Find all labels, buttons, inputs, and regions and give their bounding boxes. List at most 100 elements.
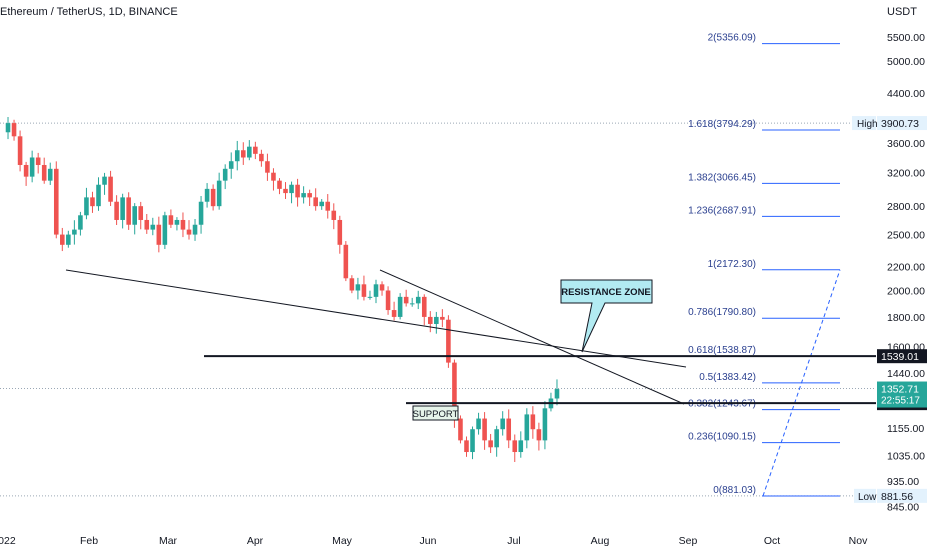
candle-body: [367, 296, 373, 298]
last-price-badge-box: [877, 381, 927, 408]
candle-body: [90, 197, 95, 207]
candle-body: [234, 150, 240, 162]
candle-body: [415, 296, 421, 304]
candle-body: [518, 440, 524, 453]
candle-body: [240, 150, 246, 158]
candle-body: [96, 184, 101, 207]
support-label-text: SUPPORT: [413, 409, 459, 420]
candle-body: [222, 168, 228, 181]
y-tick-label: 935.00: [887, 476, 919, 488]
candle-body: [253, 146, 258, 154]
candle-body: [198, 201, 204, 225]
y-tick-label: 3600.00: [887, 138, 925, 150]
candle-body: [446, 319, 451, 363]
x-tick-label: May: [332, 535, 353, 547]
candle-body: [421, 296, 427, 317]
resistance-trend-line: [379, 269, 685, 405]
candle-body: [180, 219, 186, 230]
candle-body: [500, 418, 505, 430]
candle-body: [277, 180, 282, 189]
x-tick-label: Sep: [679, 535, 698, 547]
candle-body: [186, 229, 192, 235]
candle-body: [379, 284, 385, 291]
candle-body: [385, 290, 391, 311]
candle-body: [524, 414, 530, 441]
candle-body: [482, 418, 487, 441]
fib-level-label: 0(881.03): [713, 485, 756, 496]
candle-body: [216, 180, 222, 207]
candle-body: [283, 188, 288, 194]
candle-body: [349, 278, 355, 291]
chart-title: Ethereum / TetherUS, 1D, BINANCE: [0, 6, 178, 18]
candle-body: [60, 234, 65, 245]
candle-body: [403, 296, 409, 304]
candle-body: [409, 303, 415, 305]
candle-body: [138, 206, 144, 220]
candle-body: [452, 362, 457, 419]
fib-level-label: 0.236(1090.15): [688, 432, 756, 443]
y-tick-label: 2500.00: [887, 230, 925, 242]
resistance-callout-box: [560, 279, 653, 353]
candle-body: [271, 172, 276, 181]
last-price-text: 1352.71: [881, 384, 919, 396]
candle-body: [102, 176, 107, 185]
x-tick-label: Oct: [764, 535, 780, 547]
candle-body: [343, 244, 349, 279]
candle-body: [66, 234, 71, 245]
low-value-badge-text: 881.56: [881, 491, 913, 503]
candle-body: [126, 197, 131, 225]
candle-body: [204, 188, 210, 202]
x-tick-label: Apr: [247, 535, 264, 547]
candle-body: [440, 316, 445, 320]
y-tick-label: 1440.00: [887, 368, 925, 380]
high-tag-text: High: [857, 119, 878, 130]
fib-trend-line: [762, 269, 841, 497]
fib-level-label: 1.236(2687.91): [688, 205, 756, 216]
candle-body: [289, 184, 294, 194]
x-tick-label: Nov: [849, 535, 868, 547]
y-tick-label: 1800.00: [887, 312, 925, 324]
y-tick-label: 2800.00: [887, 201, 925, 213]
y-tick-label: 4400.00: [887, 88, 925, 100]
candle-body: [5, 123, 11, 133]
candle-body: [114, 201, 119, 220]
level-badge-box: [877, 349, 927, 364]
candle-body: [470, 429, 475, 453]
candle-body: [397, 296, 403, 317]
x-tick-label: Jun: [420, 535, 437, 547]
candle-body: [174, 219, 180, 225]
candle-body: [542, 408, 548, 441]
candle-body: [488, 440, 493, 448]
low-value-badge-box: [877, 488, 927, 503]
y-tick-label: 2200.00: [887, 262, 925, 274]
fib-level-label: 0.618(1538.87): [688, 345, 756, 356]
candle-body: [512, 440, 518, 453]
candle-body: [132, 206, 137, 225]
candle-body: [210, 188, 216, 207]
y-tick-label: 3200.00: [887, 168, 925, 180]
candle-body: [41, 164, 47, 181]
candle-body: [506, 418, 512, 441]
y-tick-label: 1155.00: [887, 423, 924, 435]
x-tick-label: Feb: [80, 535, 98, 547]
candle-body: [228, 161, 234, 169]
fib-level-label: 2(5356.09): [708, 33, 756, 44]
candle-body: [476, 418, 481, 430]
y-tick-label: 845.00: [887, 501, 919, 513]
y-tick-label: 5000.00: [887, 56, 925, 68]
candle-body: [337, 219, 343, 245]
fib-level-label: 0.786(1790.80): [688, 307, 756, 318]
candle-body: [536, 429, 542, 441]
candle-body: [391, 310, 397, 317]
candle-body: [23, 164, 29, 177]
candle-body: [84, 197, 89, 216]
candle-body: [458, 418, 463, 441]
candle-body: [325, 201, 331, 211]
high-value-badge-text: 3900.73: [881, 118, 919, 130]
low-tag-box: [854, 488, 876, 503]
candle-body: [530, 414, 536, 430]
support-label-box: [412, 405, 459, 421]
y-tick-label: 2000.00: [887, 286, 925, 298]
